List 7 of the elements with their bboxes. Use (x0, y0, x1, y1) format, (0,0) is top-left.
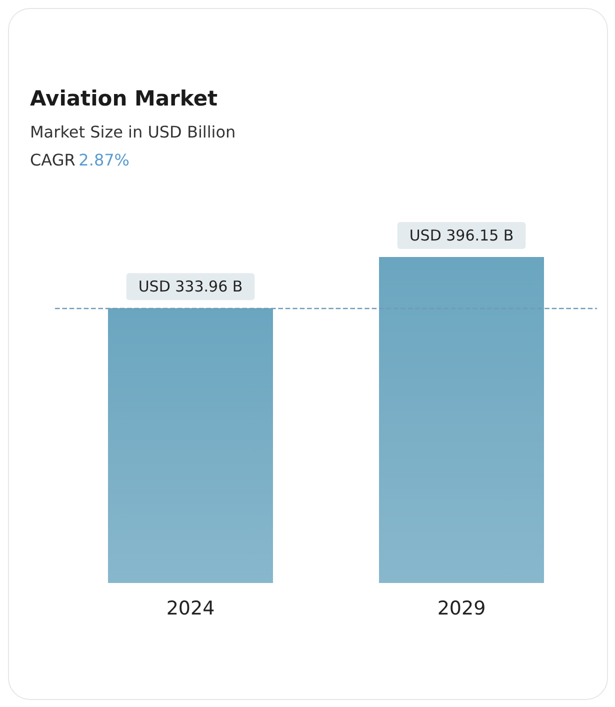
chart-title: Aviation Market (30, 86, 218, 110)
x-tick-label: 2024 (166, 598, 215, 620)
text: CAGR 2.87% (30, 150, 130, 170)
x-tick-label: 2029 (437, 598, 486, 620)
data-label: USD 396.15 B (409, 226, 514, 244)
chart-subtitle: Market Size in USD Billion (30, 122, 236, 142)
data-label: USD 333.96 B (138, 278, 243, 296)
